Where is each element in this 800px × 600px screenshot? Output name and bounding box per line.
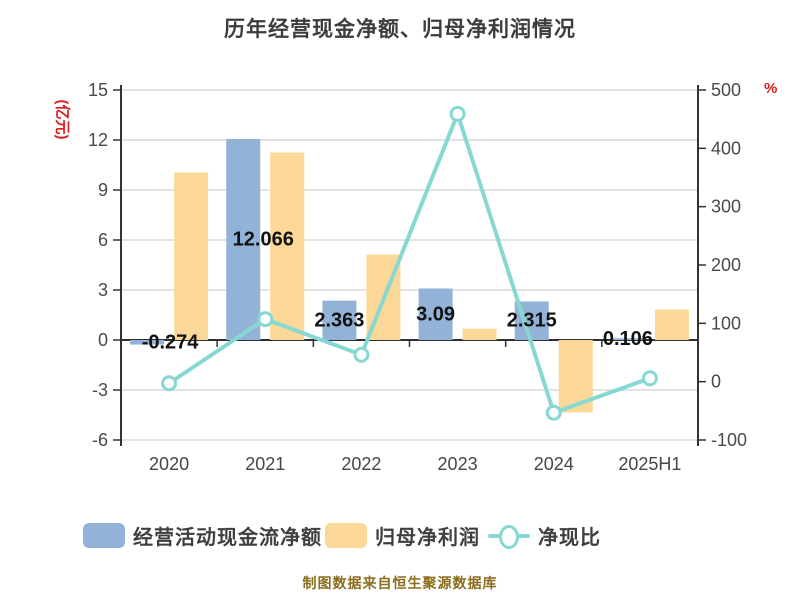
left-axis-tick-label: -6 (92, 430, 108, 450)
left-axis-tick-label: 0 (98, 330, 108, 350)
right-axis-tick-label: 100 (711, 313, 741, 333)
right-axis-tick-label: 400 (711, 138, 741, 158)
bar-value-label: 2.363 (314, 309, 364, 331)
left-axis-tick-label: 15 (88, 80, 108, 100)
legend-line-marker-icon (488, 523, 530, 549)
left-axis-tick-label: 12 (88, 130, 108, 150)
right-axis-unit-label: % (764, 80, 778, 97)
legend-label-operating-cash-flow: 经营活动现金流净额 (133, 526, 322, 549)
x-axis-category-label: 2023 (438, 454, 478, 474)
ratio-point-2023 (449, 105, 466, 122)
ratio-point-2021 (257, 311, 274, 328)
legend-item-net-cash-ratio[interactable]: 净现比 (488, 521, 601, 549)
x-axis-category-label: 2022 (341, 454, 381, 474)
right-axis-tick-label: 0 (711, 372, 721, 392)
right-axis-tick-label: 300 (711, 197, 741, 217)
watermark-text: 制图数据来自恒生聚源数据库 (302, 575, 498, 591)
left-axis-tick-label: -3 (92, 380, 108, 400)
legend-swatch-operating-cash-flow (83, 522, 125, 548)
right-axis-tick-label: 200 (711, 255, 741, 275)
bar-value-label: 0.106 (603, 328, 653, 350)
bar-归母净利润-2020 (174, 172, 209, 340)
legend-label-net-profit: 归母净利润 (375, 526, 480, 549)
ratio-point-2024 (545, 404, 562, 421)
legend-item-operating-cash-flow[interactable]: 经营活动现金流净额 (83, 521, 322, 549)
left-axis-tick-label: 6 (98, 230, 108, 250)
bar-经营活动现金流净额-2020 (130, 340, 165, 345)
x-axis-category-label: 2025H1 (618, 454, 681, 474)
legend-item-net-profit[interactable]: 归母净利润 (325, 521, 480, 549)
ratio-point-2020 (161, 375, 178, 392)
bar-value-label: 2.315 (507, 310, 557, 332)
bar-归母净利润-2025H1 (654, 309, 689, 340)
left-axis-tick-label: 3 (98, 280, 108, 300)
x-axis-category-label: 2024 (534, 454, 574, 474)
bar-经营活动现金流净额-2021 (226, 138, 261, 340)
left-axis-tick-label: 9 (98, 180, 108, 200)
right-axis-tick-label: -100 (711, 430, 747, 450)
bar-归母净利润-2021 (270, 152, 305, 340)
bar-value-label: -0.274 (142, 331, 200, 353)
legend-swatch-net-profit (325, 522, 367, 548)
chart-title: 历年经营现金净额、归母净利润情况 (224, 18, 576, 41)
bar-经营活动现金流净额-2025H1 (610, 338, 645, 340)
ratio-line (167, 111, 651, 415)
bar-value-label: 12.066 (233, 228, 294, 250)
bar-归母净利润-2023 (462, 328, 497, 340)
bar-value-label: 3.09 (416, 303, 455, 325)
ratio-point-2022 (353, 346, 370, 363)
ratio-point-2025H1 (641, 370, 658, 387)
x-axis-category-label: 2020 (149, 454, 189, 474)
x-axis-category-label: 2021 (245, 454, 285, 474)
legend-label-net-cash-ratio: 净现比 (538, 526, 601, 549)
right-axis-tick-label: 500 (711, 80, 741, 100)
bar-经营活动现金流净额-2023 (418, 288, 453, 340)
bar-经营活动现金流净额-2022 (322, 300, 357, 340)
